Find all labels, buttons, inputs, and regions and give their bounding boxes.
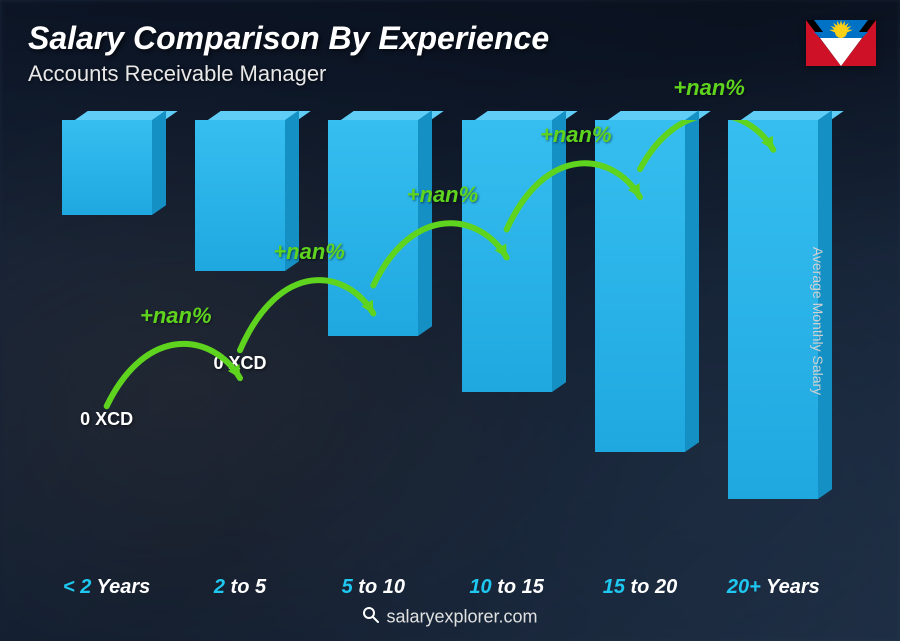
x-label-accent: 20+ — [727, 576, 761, 598]
bar-group: 0 XCD — [173, 120, 306, 551]
x-label-accent: 5 — [342, 576, 353, 598]
x-axis-label: 20+ Years — [707, 576, 840, 599]
x-axis-label: 15 to 20 — [573, 576, 706, 599]
x-label-rest: to 20 — [625, 576, 677, 598]
bar — [595, 120, 685, 452]
bar — [195, 120, 285, 271]
bar-group: 0 XCD — [573, 120, 706, 551]
x-axis-labels: < 2 Years2 to 55 to 1010 to 1515 to 2020… — [40, 576, 840, 599]
y-axis-label: Average Monthly Salary — [810, 246, 826, 394]
x-axis-label: 5 to 10 — [307, 576, 440, 599]
bar — [462, 120, 552, 392]
chart-title: Salary Comparison By Experience — [28, 20, 549, 57]
bar-value-label: 0 XCD — [213, 353, 266, 374]
bar-value-label: 0 XCD — [80, 409, 133, 430]
x-axis-label: < 2 Years — [40, 576, 173, 599]
magnifier-icon — [362, 606, 380, 629]
bar — [328, 120, 418, 336]
x-label-accent: 2 — [214, 576, 225, 598]
chart-header: Salary Comparison By Experience Accounts… — [28, 20, 549, 87]
bar-group: 0 XCD — [440, 120, 573, 551]
footer-text: salaryexplorer.com — [386, 606, 537, 626]
x-label-rest: Years — [761, 576, 820, 598]
x-label-rest: to 10 — [353, 576, 405, 598]
x-label-rest: Years — [91, 576, 150, 598]
bar-group: 0 XCD — [307, 120, 440, 551]
x-axis-label: 2 to 5 — [173, 576, 306, 599]
bar — [728, 120, 818, 499]
chart-subtitle: Accounts Receivable Manager — [28, 61, 549, 87]
x-label-rest: to 5 — [225, 576, 266, 598]
x-label-accent: < 2 — [63, 576, 91, 598]
bar-chart: 0 XCD0 XCD0 XCD0 XCD0 XCD0 XCD — [40, 120, 840, 551]
x-label-accent: 15 — [603, 576, 625, 598]
antigua-barbuda-flag-icon — [806, 20, 876, 66]
footer-attribution: salaryexplorer.com — [0, 606, 900, 629]
x-label-accent: 10 — [469, 576, 491, 598]
x-axis-label: 10 to 15 — [440, 576, 573, 599]
x-label-rest: to 15 — [492, 576, 544, 598]
bar-group: 0 XCD — [40, 120, 173, 551]
bar — [62, 120, 152, 215]
